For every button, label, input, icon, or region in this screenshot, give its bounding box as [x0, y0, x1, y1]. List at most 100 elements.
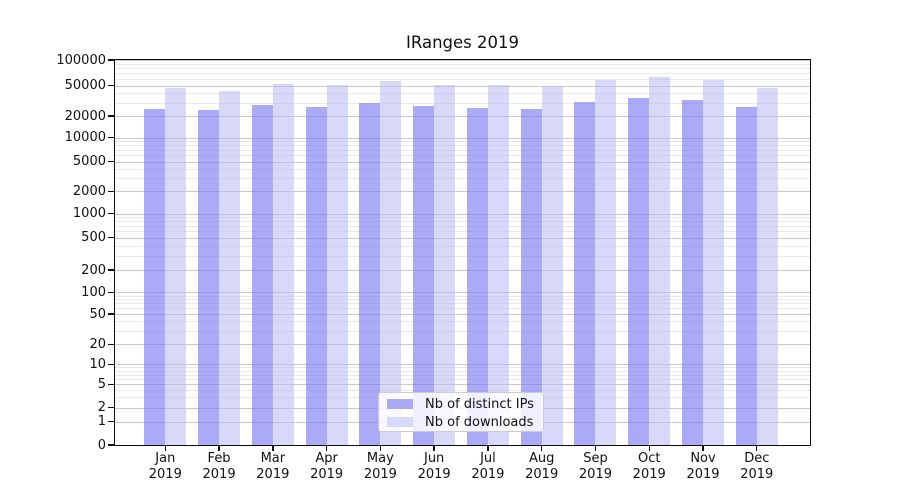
- y-tick-label-2000: 2000: [72, 183, 106, 199]
- legend: Nb of distinct IPs Nb of downloads: [378, 392, 544, 432]
- bar-distinct-ips-apr: [305, 106, 327, 445]
- y-tick-100: [108, 291, 115, 293]
- y-gridline-minor-80000: [115, 68, 810, 70]
- x-tick-feb: [218, 446, 220, 451]
- y-gridline-minor-300: [115, 255, 810, 257]
- y-tick-label-1000: 1000: [72, 206, 106, 222]
- y-gridline-minor-4000: [115, 168, 810, 170]
- legend-swatch-downloads: [387, 417, 413, 427]
- y-tick-100000: [108, 59, 115, 61]
- x-tick-label-jan: Jan 2019: [148, 451, 182, 482]
- legend-item-downloads: Nb of downloads: [379, 413, 543, 431]
- y-tick-label-50000: 50000: [64, 78, 106, 94]
- x-tick-jul: [487, 446, 489, 451]
- y-gridline-major-1000: [115, 213, 810, 215]
- bar-distinct-ips-dec: [735, 106, 757, 445]
- bar-downloads-nov: [703, 80, 724, 445]
- legend-item-distinct-ips: Nb of distinct IPs: [379, 395, 543, 413]
- y-gridline-minor-30000: [115, 102, 810, 104]
- bar-downloads-mar: [272, 84, 294, 445]
- bar-downloads-aug: [541, 85, 563, 445]
- bar-distinct-ips-may: [359, 103, 381, 445]
- y-gridline-minor-6000: [115, 155, 810, 157]
- bar-downloads-feb: [219, 91, 241, 445]
- bar-downloads-dec: [756, 87, 778, 445]
- y-tick-50000: [108, 85, 115, 87]
- bar-distinct-ips-jan: [144, 109, 166, 445]
- x-tick-label-aug: Aug 2019: [525, 451, 559, 482]
- bar-distinct-ips-feb: [198, 110, 220, 445]
- y-tick-1: [108, 421, 115, 423]
- chart-title: IRanges 2019: [406, 33, 519, 52]
- x-tick-label-dec: Dec 2019: [740, 451, 774, 482]
- plot-area: [115, 60, 810, 445]
- y-gridline-minor-8000: [115, 145, 810, 147]
- y-gridline-minor-40: [115, 321, 810, 323]
- y-gridline-major-500: [115, 237, 810, 239]
- bar-downloads-sep: [595, 80, 617, 445]
- y-tick-label-1: 1: [97, 414, 106, 430]
- y-tick-label-50: 50: [89, 306, 106, 322]
- bar-distinct-ips-aug: [520, 108, 542, 445]
- y-tick-5000: [108, 161, 115, 163]
- bar-downloads-may: [380, 80, 402, 445]
- x-tick-label-apr: Apr 2019: [310, 451, 344, 482]
- y-gridline-minor-3000: [115, 178, 810, 180]
- y-tick-50: [108, 313, 115, 315]
- y-tick-label-0: 0: [97, 437, 106, 453]
- y-gridline-major-10000: [115, 137, 810, 139]
- y-tick-label-5000: 5000: [72, 154, 106, 170]
- y-tick-label-5: 5: [97, 376, 106, 392]
- y-gridline-minor-7000: [115, 149, 810, 151]
- y-tick-2000: [108, 190, 115, 192]
- y-tick-5: [108, 383, 115, 385]
- y-gridline-minor-40000: [115, 93, 810, 95]
- y-gridline-major-5: [115, 384, 810, 386]
- y-tick-label-2: 2: [97, 400, 106, 416]
- y-gridline-minor-9000: [115, 141, 810, 143]
- y-tick-label-10: 10: [89, 356, 106, 372]
- x-tick-may: [379, 446, 382, 451]
- x-tick-aug: [540, 446, 543, 451]
- bar-distinct-ips-oct: [628, 97, 650, 445]
- y-gridline-major-5000: [115, 161, 810, 163]
- legend-label-distinct-ips: Nb of distinct IPs: [425, 396, 534, 412]
- y-gridline-minor-90000: [115, 63, 810, 65]
- x-tick-apr: [325, 446, 328, 451]
- y-gridline-major-10: [115, 364, 810, 366]
- bar-distinct-ips-nov: [682, 99, 703, 445]
- y-tick-label-500: 500: [81, 230, 106, 246]
- bar-distinct-ips-mar: [251, 105, 273, 445]
- y-tick-label-20000: 20000: [64, 108, 106, 124]
- y-tick-10000: [108, 136, 115, 139]
- x-tick-label-oct: Oct 2019: [632, 451, 666, 482]
- x-tick-mar: [272, 446, 274, 451]
- y-tick-label-200: 200: [81, 262, 106, 278]
- x-tick-label-nov: Nov 2019: [686, 451, 720, 482]
- legend-swatch-distinct-ips: [387, 399, 413, 409]
- y-gridline-minor-6: [115, 379, 810, 381]
- y-tick-0: [108, 444, 115, 446]
- y-tick-label-20: 20: [89, 336, 106, 352]
- y-gridline-minor-60000: [115, 79, 810, 80]
- y-gridline-minor-700: [115, 226, 810, 228]
- x-tick-jun: [433, 446, 435, 451]
- legend-label-downloads: Nb of downloads: [425, 414, 534, 430]
- y-gridline-major-50: [115, 314, 810, 315]
- y-gridline-minor-400: [115, 245, 810, 247]
- y-tick-label-100000: 100000: [56, 52, 106, 68]
- y-tick-1000: [108, 213, 115, 215]
- y-gridline-minor-70: [115, 303, 810, 305]
- bar-distinct-ips-jul: [466, 107, 488, 445]
- y-gridline-major-200: [115, 270, 810, 271]
- y-gridline-major-50000: [115, 85, 810, 87]
- y-gridline-minor-70000: [115, 73, 810, 75]
- bar-distinct-ips-jun: [413, 105, 435, 445]
- x-tick-label-feb: Feb 2019: [202, 451, 236, 482]
- y-tick-10: [108, 363, 115, 365]
- y-tick-label-100: 100: [81, 284, 106, 300]
- y-gridline-minor-800: [115, 221, 810, 223]
- y-gridline-minor-4: [115, 389, 810, 391]
- x-tick-label-jul: Jul 2019: [471, 451, 505, 482]
